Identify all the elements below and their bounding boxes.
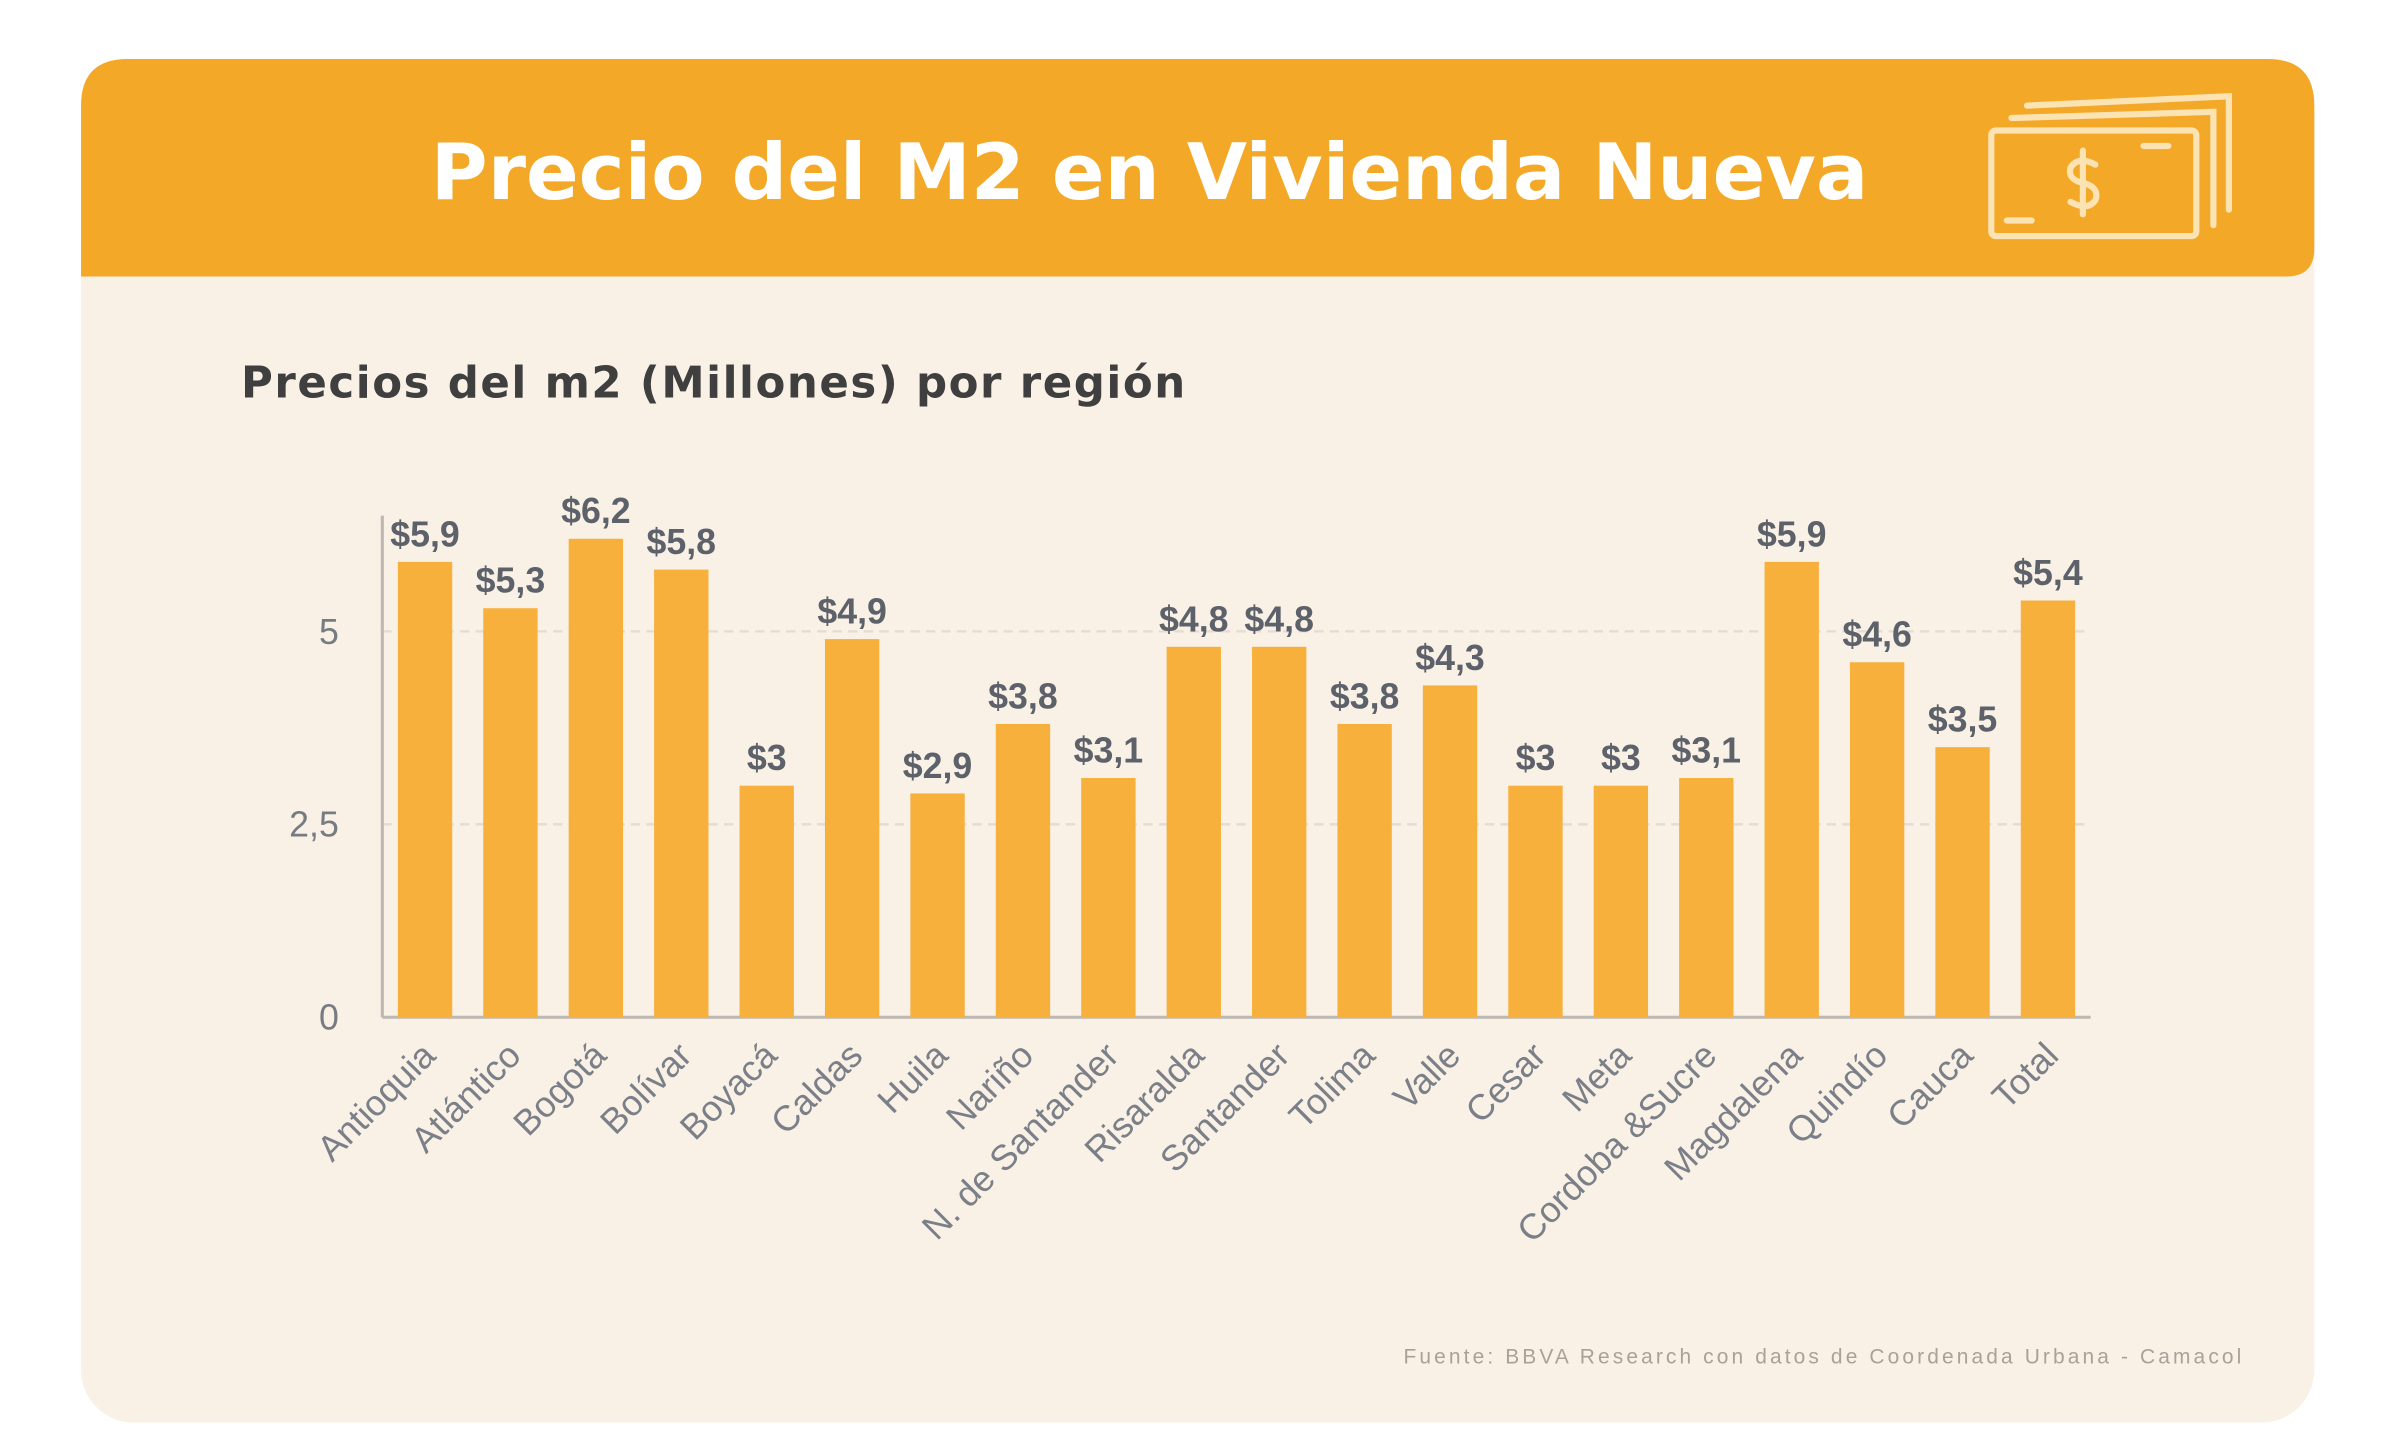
bar <box>910 793 965 1018</box>
bar <box>1166 646 1221 1018</box>
bar <box>1935 747 1990 1018</box>
value-label: $3,1 <box>1672 730 1742 770</box>
y-tick-label: 0 <box>319 998 339 1038</box>
bar <box>1679 778 1734 1018</box>
value-label: $5,9 <box>390 514 460 554</box>
bar <box>1081 778 1136 1018</box>
value-label: $6,2 <box>561 491 631 531</box>
bar <box>1764 561 1819 1018</box>
value-label: $4,8 <box>1244 599 1314 639</box>
value-label: $5,9 <box>1757 514 1827 554</box>
value-label: $2,9 <box>903 746 973 786</box>
bar <box>568 538 624 1018</box>
value-label: $3,1 <box>1074 730 1144 770</box>
bar <box>1252 646 1307 1018</box>
bar <box>739 785 794 1018</box>
bar <box>1508 785 1563 1018</box>
value-label: $3,8 <box>988 676 1058 716</box>
value-label: $3,8 <box>1330 676 1400 716</box>
source-note: Fuente: BBVA Research con datos de Coord… <box>1403 1346 2244 1369</box>
bar <box>995 723 1051 1018</box>
bar <box>1337 723 1392 1018</box>
bar <box>824 639 880 1018</box>
header-band <box>81 59 2315 277</box>
y-tick-label: 2,5 <box>289 805 339 845</box>
value-label: $4,3 <box>1415 638 1485 678</box>
value-label: $5,8 <box>647 522 717 562</box>
bar <box>483 608 538 1018</box>
value-label: $5,4 <box>2013 553 2083 593</box>
bar <box>1422 685 1478 1018</box>
value-label: $4,9 <box>817 592 887 632</box>
money-icon <box>1988 93 2233 240</box>
bar <box>1593 785 1649 1018</box>
value-label: $3,5 <box>1928 700 1998 740</box>
y-tick-label: 5 <box>319 612 339 652</box>
value-label: $3 <box>1601 738 1641 778</box>
chart-subtitle: Precios del m2 (Millones) por región <box>241 359 1187 409</box>
bar <box>2020 600 2076 1018</box>
bar <box>397 561 453 1018</box>
value-label: $5,3 <box>476 561 546 601</box>
value-label: $3 <box>747 738 787 778</box>
value-label: $3 <box>1516 738 1556 778</box>
value-label: $4,8 <box>1159 599 1229 639</box>
bar <box>654 569 709 1018</box>
header-title: Precio del M2 en Vivienda Nueva <box>431 128 1868 218</box>
value-label: $4,6 <box>1842 615 1912 655</box>
bar <box>1849 662 1905 1018</box>
